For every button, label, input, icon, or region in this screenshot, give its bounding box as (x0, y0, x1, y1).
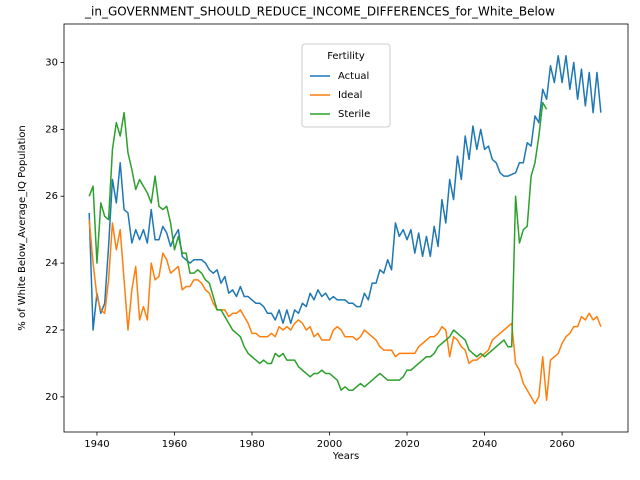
data-line (88, 219, 602, 405)
x-tick-label: 2000 (317, 439, 342, 450)
y-axis-label: % of White Below_Average_IQ Population (17, 125, 28, 330)
x-tick-label: 1940 (84, 439, 109, 450)
y-tick-label: 28 (45, 124, 58, 135)
x-axis-label: Years (332, 451, 359, 462)
data-line (88, 55, 602, 331)
y-tick-label: 24 (45, 258, 58, 269)
legend-box (301, 43, 391, 128)
data-line (88, 101, 548, 391)
x-tick-label: 2040 (472, 439, 497, 450)
x-tick-label: 1960 (162, 439, 187, 450)
y-tick-label: 20 (45, 392, 58, 403)
y-tick-label: 26 (45, 191, 58, 202)
x-tick-label: 2060 (549, 439, 574, 450)
y-tick-label: 30 (45, 57, 58, 68)
legend-label: Sterile (338, 109, 370, 120)
chart-title: _in_GOVERNMENT_SHOULD_REDUCE_INCOME_DIFF… (84, 5, 555, 19)
plot-frame (63, 23, 629, 433)
x-tick-label: 1980 (239, 439, 264, 450)
x-tick-label: 2020 (394, 439, 419, 450)
legend-label: Ideal (338, 90, 362, 101)
y-tick-label: 22 (45, 325, 58, 336)
legend-title: Fertility (327, 51, 365, 62)
legend-label: Actual (338, 71, 369, 82)
